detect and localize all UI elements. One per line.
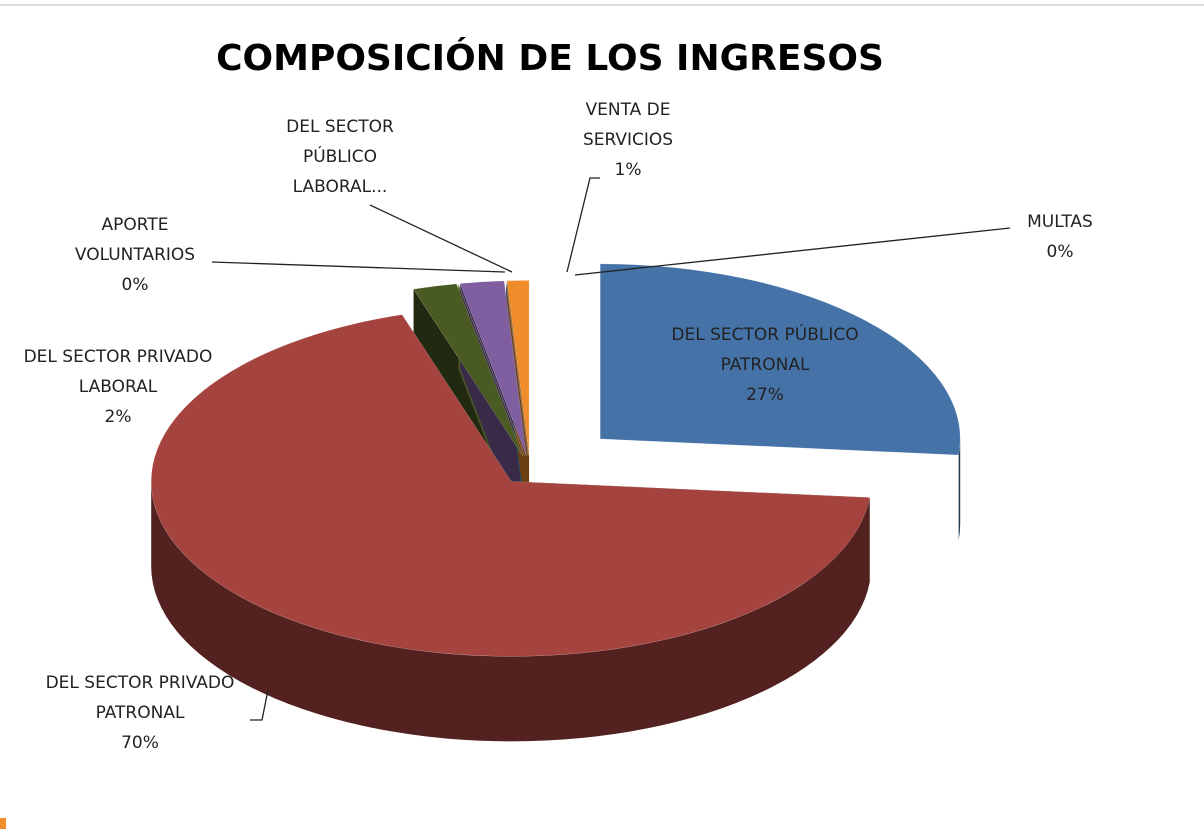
slice-side [958, 438, 961, 541]
category-label: DEL SECTOR PÚBLICO PATRONAL [671, 325, 859, 375]
category-label: MULTAS [1027, 212, 1093, 232]
value-label: 70% [121, 733, 159, 753]
value-label: 27% [746, 385, 784, 405]
category-label: VENTA DE SERVICIOS [582, 100, 674, 150]
leader-line [566, 177, 600, 273]
category-label: DEL SECTOR PRIVADO PATRONAL [45, 673, 235, 723]
leader-line [574, 227, 1011, 276]
value-label: 0% [1046, 242, 1074, 262]
data-label: DEL SECTOR PÚBLICO PATRONAL 27% [645, 320, 885, 410]
leader-line [250, 689, 269, 721]
value-label: 0% [121, 275, 149, 295]
slice-side [151, 481, 870, 742]
chart-title: COMPOSICIÓN DE LOS INGRESOS [216, 38, 884, 79]
slice [150, 314, 870, 657]
category-label: APORTE VOLUNTARIOS [74, 215, 196, 265]
data-label: VENTA DE SERVICIOS 1% [563, 95, 693, 185]
value-label: 1% [614, 160, 642, 180]
leader-line [211, 261, 506, 273]
data-label: DEL SECTOR PÚBLICO LABORAL... [270, 112, 410, 202]
slice [413, 283, 523, 456]
data-label: APORTE VOLUNTARIOS 0% [50, 210, 220, 300]
data-label: DEL SECTOR PRIVADO LABORAL 2% [3, 342, 233, 432]
leader-line [369, 204, 513, 273]
slice [459, 280, 527, 456]
slice [599, 263, 961, 456]
category-label: DEL SECTOR PÚBLICO LABORAL... [286, 117, 394, 197]
data-label: DEL SECTOR PRIVADO PATRONAL 70% [35, 668, 245, 758]
slice [458, 283, 525, 456]
data-label: MULTAS 0% [1000, 207, 1120, 267]
category-label: DEL SECTOR PRIVADO LABORAL [23, 347, 213, 397]
value-label: 2% [104, 407, 132, 427]
slice [506, 280, 530, 456]
corner-mark [0, 818, 6, 829]
